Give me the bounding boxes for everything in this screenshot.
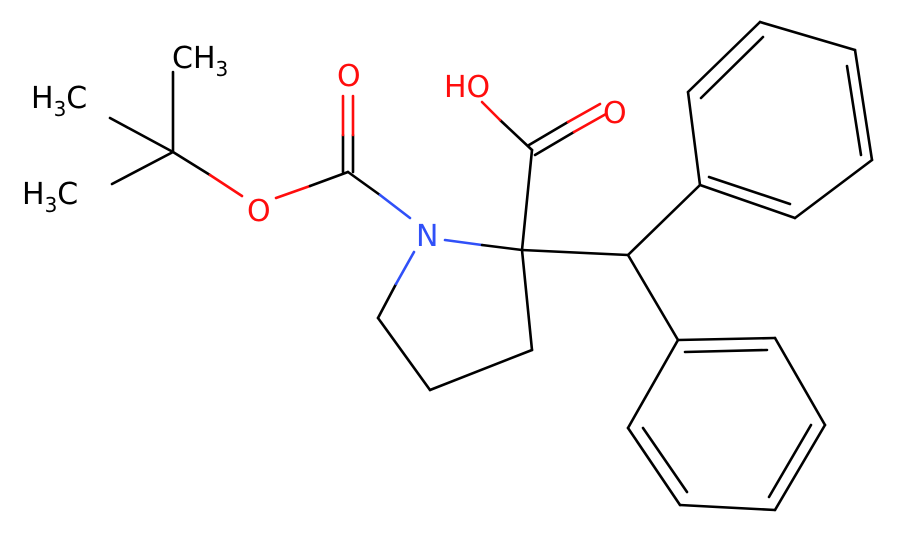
bond-line [110, 150, 175, 186]
bond-line [572, 112, 608, 134]
bond-line [683, 348, 769, 354]
bond-line [443, 238, 484, 247]
atom-label: H3C [22, 177, 78, 217]
bond-line [208, 173, 244, 198]
bond-line [520, 248, 534, 352]
bond-line [308, 170, 350, 188]
atom-label: O [603, 96, 627, 131]
bond-line [698, 183, 797, 220]
bond-line [626, 338, 680, 430]
bond-line [171, 150, 212, 177]
atom-label: HO [444, 70, 490, 105]
atom-label: O [337, 59, 361, 94]
atom-label: CH3 [172, 41, 228, 81]
bond-line [527, 120, 570, 147]
atom-label: O [247, 194, 271, 229]
bond-line [376, 316, 432, 392]
bond-line [758, 20, 857, 52]
bond-line [793, 158, 874, 220]
bond-line [699, 35, 765, 100]
bond-line [686, 90, 702, 187]
bond-line [533, 130, 576, 157]
bonds [108, 20, 874, 512]
bond-line [378, 193, 412, 220]
bond-line [767, 423, 813, 499]
bond-line [641, 426, 689, 494]
bond-line [566, 102, 602, 124]
bond-line [520, 148, 534, 252]
bond-line [845, 64, 863, 157]
bond-line [108, 116, 175, 154]
bond-line [520, 248, 630, 257]
bond-line [480, 243, 524, 252]
bond-line [676, 336, 777, 342]
bond-line [773, 423, 827, 512]
bond-line [626, 426, 682, 507]
atom-label: N [416, 219, 438, 254]
bond-line [707, 175, 792, 206]
bond-line [678, 503, 777, 512]
bond-line [394, 250, 416, 286]
bond-line [480, 100, 502, 122]
bond-line [346, 170, 382, 197]
bond-line [376, 282, 398, 320]
bond-line [773, 336, 827, 427]
atom-label: H3C [31, 81, 87, 121]
bond-line [626, 183, 702, 257]
bond-line [498, 118, 534, 152]
bond-line [853, 48, 874, 162]
bond-line [626, 253, 680, 342]
bond-line [686, 20, 762, 94]
bond-line [428, 348, 534, 392]
bond-line [274, 184, 312, 200]
